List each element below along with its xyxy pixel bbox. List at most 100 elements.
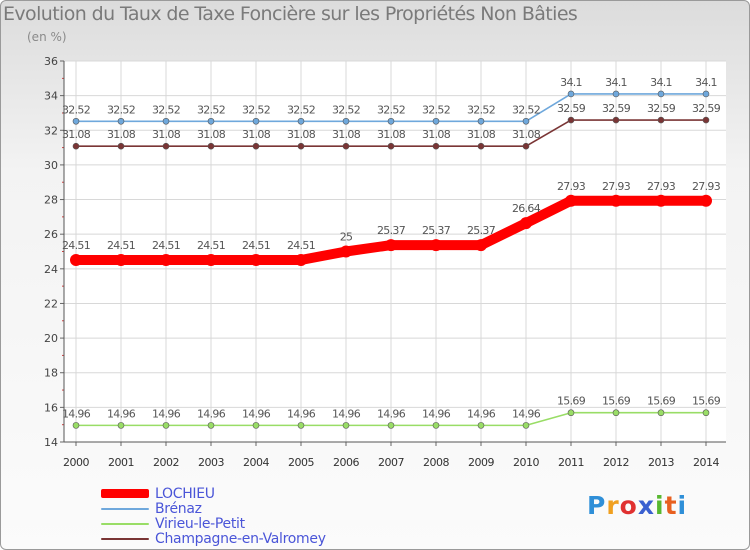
data-label: 32.59 bbox=[692, 102, 721, 115]
data-label: 15.69 bbox=[602, 395, 631, 408]
data-point bbox=[700, 194, 712, 207]
data-point bbox=[522, 142, 530, 150]
data-label: 14.96 bbox=[152, 407, 181, 420]
data-point bbox=[655, 194, 667, 207]
data-label: 31.08 bbox=[287, 128, 316, 141]
data-point bbox=[72, 422, 80, 429]
y-tick-label: 32 bbox=[44, 124, 58, 137]
logo-letter: i bbox=[655, 491, 665, 520]
data-label: 32.52 bbox=[62, 103, 90, 116]
data-point bbox=[162, 117, 170, 125]
data-label: 25.37 bbox=[422, 224, 451, 237]
y-axis-unit-label: (en %) bbox=[27, 30, 67, 44]
data-point bbox=[567, 409, 575, 417]
data-label: 14.96 bbox=[242, 407, 271, 420]
data-label: 32.52 bbox=[242, 103, 270, 116]
data-point bbox=[477, 422, 485, 429]
legend-swatch bbox=[101, 489, 149, 498]
logo-letter: P bbox=[587, 491, 607, 520]
data-point bbox=[567, 116, 575, 124]
data-point bbox=[252, 422, 260, 429]
data-label: 14.96 bbox=[197, 407, 226, 420]
logo-letter: o bbox=[619, 491, 638, 520]
x-tick-label: 2008 bbox=[423, 456, 449, 469]
data-label: 31.08 bbox=[332, 128, 361, 141]
data-point bbox=[205, 253, 217, 266]
data-label: 15.69 bbox=[692, 395, 721, 408]
data-point bbox=[657, 409, 665, 417]
data-point bbox=[612, 90, 620, 98]
data-label: 31.08 bbox=[422, 128, 451, 141]
data-point bbox=[162, 142, 170, 150]
x-tick-label: 2012 bbox=[603, 456, 629, 469]
data-point bbox=[657, 116, 665, 124]
data-label: 32.52 bbox=[152, 103, 180, 116]
data-label: 14.96 bbox=[467, 407, 496, 420]
data-label: 14.96 bbox=[287, 407, 316, 420]
data-point bbox=[477, 142, 485, 150]
y-tick-label: 22 bbox=[44, 297, 58, 310]
data-label: 27.93 bbox=[557, 180, 586, 193]
data-label: 31.08 bbox=[152, 128, 181, 141]
data-point bbox=[252, 117, 260, 125]
data-point bbox=[612, 409, 620, 417]
data-label: 32.52 bbox=[332, 103, 360, 116]
data-label: 31.08 bbox=[107, 128, 136, 141]
data-point bbox=[297, 117, 305, 125]
data-label: 24.51 bbox=[62, 239, 90, 252]
series-champagne-en-valromey: 31.08 31.08 31.08 31.08 31.08 31.08 31.08 31.08… bbox=[62, 102, 721, 150]
data-label: 32.52 bbox=[467, 103, 495, 116]
data-point bbox=[610, 194, 622, 207]
data-point bbox=[72, 142, 80, 150]
data-label: 26.64 bbox=[512, 202, 541, 215]
data-point bbox=[342, 117, 350, 125]
data-label: 34.1 bbox=[695, 76, 717, 89]
data-label: 24.51 bbox=[197, 239, 225, 252]
data-label: 32.52 bbox=[377, 103, 405, 116]
y-tick-label: 34 bbox=[44, 90, 58, 103]
y-tick-label: 36 bbox=[44, 55, 58, 68]
data-point bbox=[520, 217, 532, 230]
x-tick-label: 2009 bbox=[468, 456, 494, 469]
chart-legend: LOCHIEU Brénaz Virieu-le-Petit Champagne-en… bbox=[101, 485, 326, 547]
logo-letter: r bbox=[606, 491, 620, 520]
data-label: 34.1 bbox=[560, 76, 582, 89]
data-label: 27.93 bbox=[647, 180, 676, 193]
data-point bbox=[117, 117, 125, 125]
x-tick-label: 2000 bbox=[63, 456, 89, 469]
legend-label: LOCHIEU bbox=[155, 485, 215, 502]
data-label: 32.52 bbox=[197, 103, 225, 116]
data-point bbox=[207, 117, 215, 125]
x-tick-label: 2005 bbox=[288, 456, 314, 469]
legend-swatch bbox=[101, 507, 149, 510]
data-label: 14.96 bbox=[107, 407, 136, 420]
data-label: 27.93 bbox=[602, 180, 631, 193]
data-label: 27.93 bbox=[692, 180, 721, 193]
data-point bbox=[162, 422, 170, 429]
logo-letter: x bbox=[637, 491, 655, 520]
data-label: 32.52 bbox=[287, 103, 315, 116]
data-label: 32.59 bbox=[602, 102, 631, 115]
legend-item-brenaz: Brénaz bbox=[101, 501, 326, 517]
data-point bbox=[387, 117, 395, 125]
data-label: 24.51 bbox=[242, 239, 270, 252]
data-point bbox=[387, 142, 395, 150]
data-point bbox=[702, 90, 710, 98]
data-point bbox=[387, 422, 395, 429]
data-label: 31.08 bbox=[62, 128, 91, 141]
y-tick-label: 28 bbox=[44, 194, 58, 207]
data-label: 14.96 bbox=[422, 407, 451, 420]
y-tick-label: 14 bbox=[44, 436, 58, 449]
data-label: 14.96 bbox=[332, 407, 361, 420]
data-point bbox=[385, 239, 397, 252]
data-point bbox=[522, 422, 530, 429]
data-point bbox=[70, 253, 82, 266]
data-point bbox=[657, 90, 665, 98]
x-tick-label: 2011 bbox=[558, 456, 584, 469]
data-label: 14.96 bbox=[512, 407, 541, 420]
data-label: 25.37 bbox=[377, 224, 406, 237]
y-tick-label: 20 bbox=[44, 332, 58, 345]
data-point bbox=[297, 142, 305, 150]
data-label: 31.08 bbox=[197, 128, 226, 141]
